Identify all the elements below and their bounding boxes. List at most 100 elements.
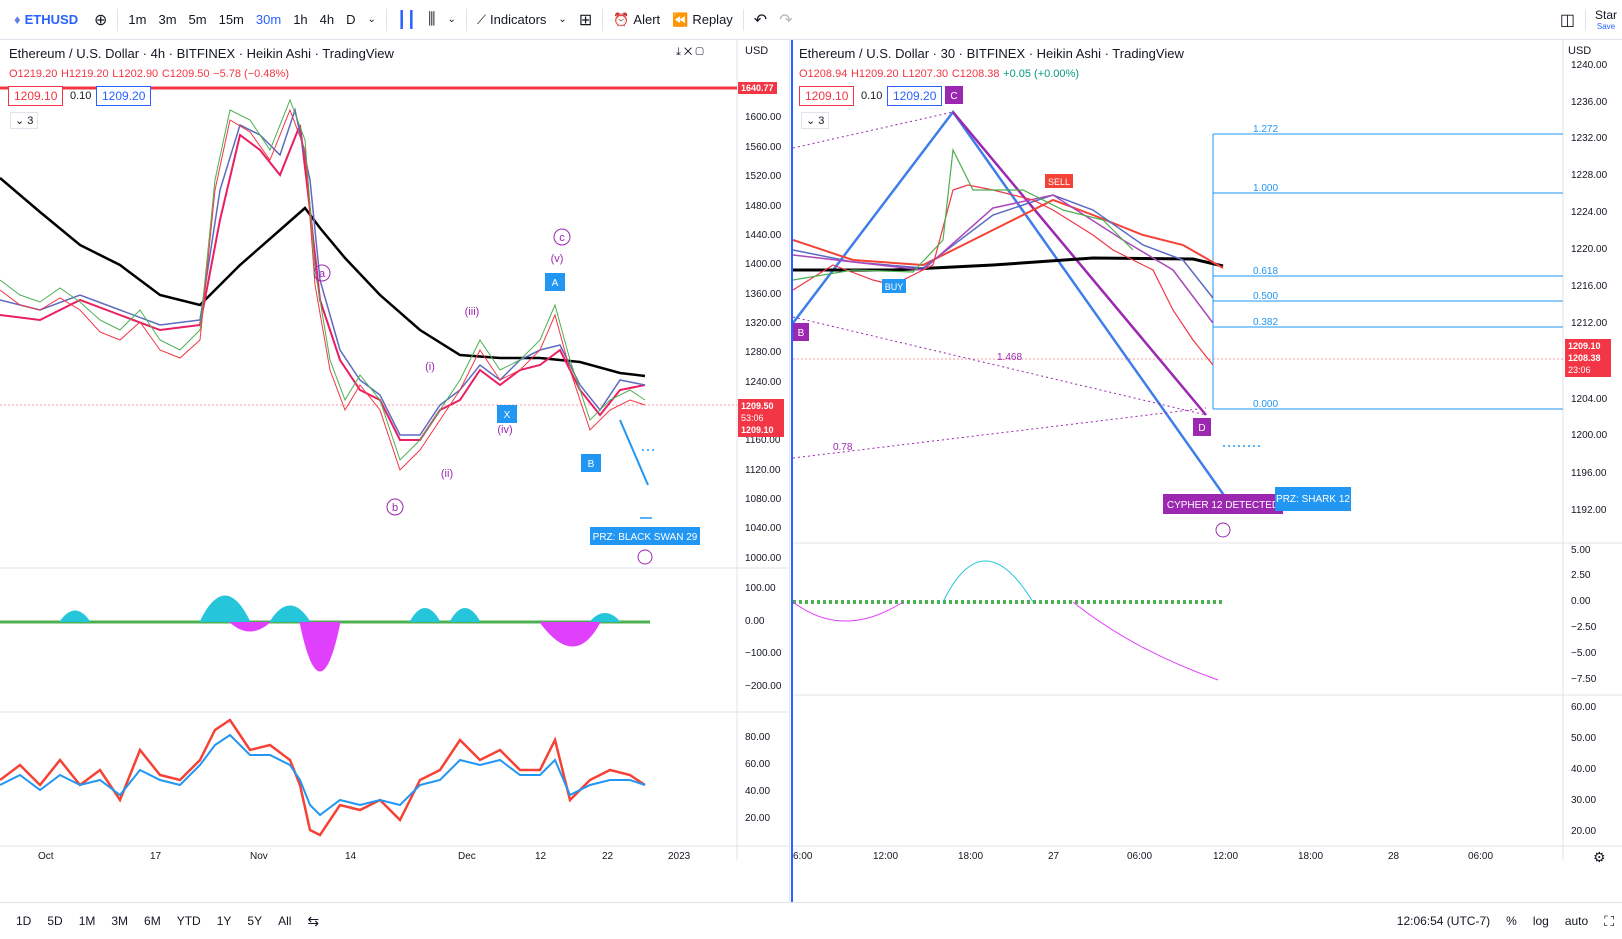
time-tick: 14 [345, 851, 357, 862]
redo-icon[interactable]: ↷ [779, 11, 793, 29]
price-tick: 1280.00 [745, 347, 782, 358]
time-tick: Oct [38, 851, 54, 862]
layout-icon[interactable]: ◫ [1559, 11, 1575, 29]
buy-price-box[interactable]: 1209.20 [96, 86, 152, 106]
range-1y[interactable]: 1Y [216, 914, 232, 928]
chevron-down-icon[interactable]: ⌄ [367, 14, 376, 25]
fullscreen-icon[interactable]: ⛶ [1604, 912, 1614, 929]
interval-30m[interactable]: 30m [255, 12, 282, 27]
range-5y[interactable]: 5Y [247, 914, 263, 928]
chart-style-icon[interactable]: ⫼ [428, 10, 436, 28]
price-tick: 1220.00 [1571, 244, 1608, 255]
time-tick: 12:00 [1213, 851, 1239, 862]
ratio-label: 1.468 [997, 352, 1022, 363]
currency-label[interactable]: USD [1568, 45, 1592, 57]
rsi-tick: 40.00 [745, 786, 771, 797]
price-tick: 1600.00 [745, 112, 782, 123]
price-tick: 1200.00 [1571, 430, 1608, 441]
chevron-down-icon[interactable]: ⌄ [558, 14, 567, 25]
price-tick: 1216.00 [1571, 281, 1608, 292]
indicators-button[interactable]: ⟋ Indicators [476, 11, 547, 28]
log-toggle[interactable]: log [1532, 914, 1549, 928]
harmonic-blue-leg [793, 109, 1235, 509]
interval-1h[interactable]: 1h [293, 12, 308, 27]
osc-tick: −7.50 [1571, 674, 1597, 685]
ohlc-close: C1209.50 [161, 68, 210, 80]
ohlc-open: O1208.94 [799, 68, 848, 80]
osc-tick: −5.00 [1571, 648, 1597, 659]
chevron-down-icon[interactable]: ⌄ [447, 14, 456, 25]
price-tick: 1160.00 [745, 435, 781, 446]
right-chart-title: Ethereum / U.S. Dollar · 30 · BITFINEX ·… [799, 46, 1184, 61]
heikin-ashi-candles [0, 98, 646, 471]
left-chart-canvas[interactable]: a b c (v) (iii) (i) (ii) (iv) A B X PRZ:… [0, 40, 790, 902]
compare-add-icon[interactable]: ⊕ [94, 11, 108, 29]
price-tick: 1320.00 [745, 318, 782, 329]
spread-value: 0.10 [70, 90, 92, 102]
current-price-tag: 1209.10 1208.38 23:06 [1565, 339, 1611, 377]
range-5d[interactable]: 5D [47, 914, 63, 928]
time-tick: 27 [1048, 851, 1060, 862]
rsi-tick: 80.00 [745, 732, 771, 743]
projection-line [619, 419, 649, 486]
price-tick: 1520.00 [745, 171, 782, 182]
undo-icon[interactable]: ↶ [753, 11, 768, 29]
range-3m[interactable]: 3M [111, 914, 129, 928]
fib-retracement[interactable] [1212, 133, 1563, 410]
pane-controls-icon[interactable]: ⤓ ✕ ▢ [676, 46, 704, 58]
wave-A: A [552, 278, 559, 289]
symbol-search[interactable]: ♦ ETHUSD [14, 12, 79, 27]
sell-price-box[interactable]: 1209.10 [799, 86, 855, 106]
ohlc-high: H1209.20 [850, 68, 899, 80]
rsi-tick: 20.00 [745, 813, 771, 824]
fib-level-label: 1.272 [1253, 124, 1278, 135]
replay-button[interactable]: ⏪ Replay [672, 11, 733, 28]
percent-toggle[interactable]: % [1506, 914, 1517, 928]
red-level-tag: 1640.77 [738, 82, 777, 94]
save-button[interactable]: Star Save [1595, 8, 1618, 31]
interval-15m[interactable]: 15m [218, 12, 244, 27]
rsi-tick: 60.00 [1571, 702, 1597, 713]
currency-label[interactable]: USD [745, 45, 769, 57]
templates-icon[interactable]: ⊞ [578, 11, 593, 29]
blue-ema-line [793, 194, 1214, 299]
clock-time[interactable]: 12:06:54 (UTC-7) [1396, 914, 1491, 928]
interval-1m[interactable]: 1m [128, 12, 147, 27]
time-tick: 06:00 [1127, 851, 1153, 862]
interval-5m[interactable]: 5m [188, 12, 207, 27]
candle-type-icon[interactable]: ┃┃ [396, 11, 417, 29]
osc-tick: 0.00 [1571, 596, 1591, 607]
indicator-count[interactable]: ⌄ 3 [801, 112, 830, 129]
date-range-icon[interactable]: ⇆ [307, 912, 320, 929]
range-6m[interactable]: 6M [144, 914, 161, 928]
rewind-icon: ⏪ [672, 11, 689, 27]
price-tick: 1196.00 [1571, 468, 1607, 479]
osc-tick: 0.00 [745, 616, 765, 627]
left-chart-pane[interactable]: a b c (v) (iii) (i) (ii) (iv) A B X PRZ:… [0, 40, 790, 902]
buy-price-box[interactable]: 1209.20 [887, 86, 943, 106]
wave-iii: (iii) [465, 306, 480, 318]
red-ema-line [793, 198, 1224, 269]
interval-3m[interactable]: 3m [158, 12, 177, 27]
range-all[interactable]: All [278, 914, 292, 928]
auto-toggle[interactable]: auto [1564, 914, 1589, 928]
alert-button[interactable]: ⏰ Alert [613, 11, 661, 28]
sell-price-box[interactable]: 1209.10 [8, 86, 64, 106]
price-tick: 1360.00 [745, 289, 782, 300]
range-ytd[interactable]: YTD [176, 914, 201, 928]
right-chart-pane[interactable]: 1.272 1.000 0.618 0.500 0.382 0.000 1.46… [791, 40, 1622, 902]
right-chart-canvas[interactable]: 1.272 1.000 0.618 0.500 0.382 0.000 1.46… [793, 40, 1622, 902]
time-tick: 22 [602, 851, 614, 862]
indicator-count[interactable]: ⌄ 3 [10, 112, 39, 129]
range-1m[interactable]: 1M [78, 914, 96, 928]
interval-4h[interactable]: 4h [319, 12, 335, 27]
time-tick: 28 [1388, 851, 1400, 862]
gear-icon[interactable]: ⚙ [1593, 849, 1606, 865]
time-tick: 6:00 [793, 851, 813, 862]
prz-shark-label: PRZ: SHARK 12 [1276, 494, 1350, 505]
price-tick: 1232.00 [1571, 133, 1608, 144]
interval-d[interactable]: D [346, 12, 356, 27]
range-1d[interactable]: 1D [16, 914, 32, 928]
wave-b: b [392, 502, 398, 514]
buy-signal: BUY [885, 282, 904, 292]
